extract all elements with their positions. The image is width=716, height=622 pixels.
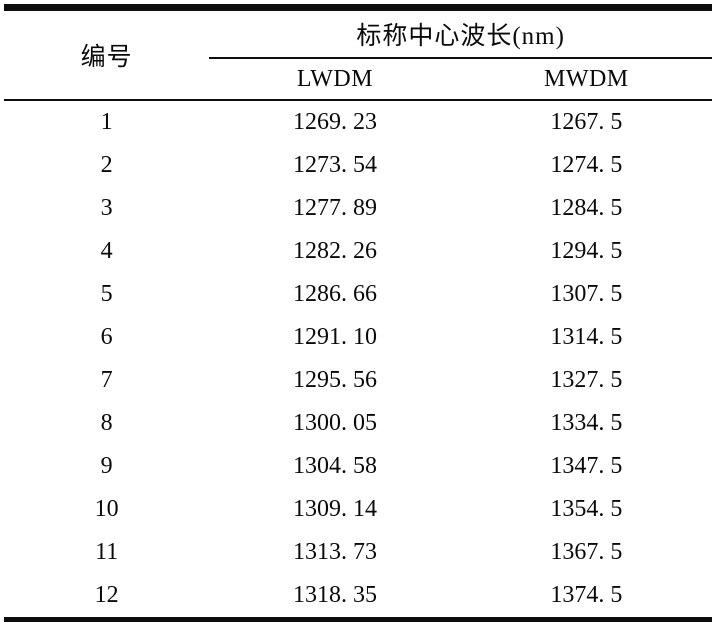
table-row: 1 1269. 23 1267. 5 [4,100,712,144]
table-row: 4 1282. 26 1294. 5 [4,230,712,273]
table-row: 5 1286. 66 1307. 5 [4,273,712,316]
cell-lwdm: 1295. 56 [292,367,377,393]
cell-number: 6 [100,324,113,350]
cell-mwdm: 1284. 5 [550,195,623,221]
cell-number: 5 [100,281,113,307]
table-row: 12 1318. 35 1374. 5 [4,574,712,621]
column-header-lwdm: LWDM [209,58,461,101]
cell-lwdm: 1273. 54 [292,152,377,178]
cell-mwdm: 1327. 5 [550,367,623,393]
cell-mwdm: 1294. 5 [550,238,623,264]
table-row: 9 1304. 58 1347. 5 [4,445,712,488]
cell-mwdm: 1367. 5 [550,539,623,565]
wavelength-table: 编号 标称中心波长(nm) LWDM MWDM 1 1269. 23 1267.… [4,4,712,622]
cell-lwdm: 1291. 10 [292,324,377,350]
table-row: 3 1277. 89 1284. 5 [4,187,712,230]
cell-mwdm: 1374. 5 [550,582,623,608]
table-row: 6 1291. 10 1314. 5 [4,316,712,359]
cell-lwdm: 1286. 66 [292,281,377,307]
cell-mwdm: 1267. 5 [550,109,623,135]
table-body: 1 1269. 23 1267. 5 2 1273. 54 1274. 5 3 … [4,100,712,621]
column-group-header-wavelength: 标称中心波长(nm) [209,7,712,59]
table-header: 编号 标称中心波长(nm) LWDM MWDM [4,7,712,101]
table-row: 8 1300. 05 1334. 5 [4,402,712,445]
cell-mwdm: 1274. 5 [550,152,623,178]
cell-lwdm: 1300. 05 [292,410,377,436]
table-row: 10 1309. 14 1354. 5 [4,488,712,531]
column-header-mwdm: MWDM [460,58,712,101]
cell-number: 7 [100,367,113,393]
cell-number: 4 [100,238,113,264]
header-row-sub: LWDM MWDM [4,58,712,101]
cell-lwdm: 1282. 26 [292,238,377,264]
cell-mwdm: 1354. 5 [550,496,623,522]
cell-number: 11 [95,539,119,565]
cell-number: 2 [100,152,113,178]
cell-lwdm: 1318. 35 [292,582,377,608]
cell-lwdm: 1269. 23 [292,109,377,135]
cell-number: 10 [94,496,119,522]
table-row: 11 1313. 73 1367. 5 [4,531,712,574]
cell-number: 1 [100,109,113,135]
table-row: 7 1295. 56 1327. 5 [4,359,712,402]
cell-number: 9 [100,453,113,479]
cell-number: 12 [94,582,119,608]
table-row: 2 1273. 54 1274. 5 [4,144,712,187]
cell-mwdm: 1347. 5 [550,453,623,479]
cell-mwdm: 1314. 5 [550,324,623,350]
cell-lwdm: 1313. 73 [292,539,377,565]
header-row-group: 编号 标称中心波长(nm) [4,7,712,101]
cell-lwdm: 1309. 14 [292,496,377,522]
cell-lwdm: 1304. 58 [292,453,377,479]
cell-mwdm: 1307. 5 [550,281,623,307]
cell-number: 8 [100,410,113,436]
cell-lwdm: 1277. 89 [292,195,377,221]
cell-number: 3 [100,195,113,221]
column-header-number: 编号 [4,7,210,101]
cell-mwdm: 1334. 5 [550,410,623,436]
